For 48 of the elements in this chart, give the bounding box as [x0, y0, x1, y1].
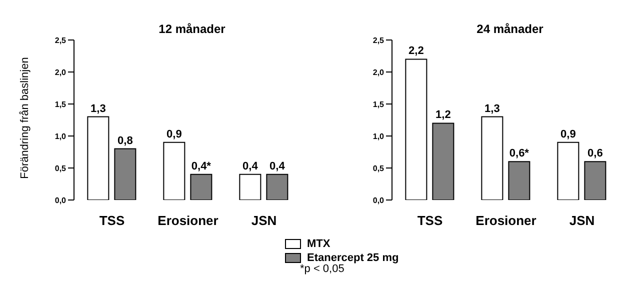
data-label: 0,9 — [560, 128, 576, 140]
y-tick-label: 0,5 — [372, 164, 385, 173]
x-tick-label: JSN — [251, 213, 277, 228]
x-tick-label: TSS — [417, 213, 443, 228]
data-label: 0,4* — [191, 160, 212, 172]
y-tick-label: 1,0 — [54, 132, 67, 141]
data-label: 0,6 — [588, 148, 603, 160]
y-tick-label: 1,5 — [54, 100, 67, 109]
bar — [481, 116, 504, 200]
data-label: 1,3 — [484, 102, 500, 115]
x-tick-label: Erosioner — [158, 213, 218, 228]
bar — [266, 174, 288, 200]
data-label: 1,3 — [90, 102, 106, 115]
bar — [239, 174, 262, 200]
y-tick-label: 0,0 — [54, 196, 67, 205]
chart-title: 24 månader — [476, 22, 544, 36]
bar — [190, 174, 212, 200]
x-tick-label: Erosioner — [476, 213, 536, 228]
bar — [508, 161, 530, 200]
legend-label: Etanercept 25 mg — [307, 252, 399, 264]
y-tick-label: 0,5 — [54, 164, 67, 173]
y-axis-title: Förändring från baslinjen — [19, 56, 31, 181]
y-tick-label: 2,5 — [372, 36, 385, 45]
y-tick-label: 0,0 — [372, 196, 385, 205]
data-label: 0,4 — [270, 160, 286, 172]
data-label: 1,2 — [436, 109, 451, 122]
bar — [432, 122, 454, 200]
y-tick-label: 2,0 — [54, 68, 67, 77]
text: *p < 0,05 — [300, 263, 344, 275]
y-tick-label: 1,0 — [372, 132, 385, 141]
x-tick-label: JSN — [569, 213, 595, 228]
data-label: 2,2 — [408, 45, 424, 58]
chart-title: 12 månader — [158, 22, 226, 36]
bar — [163, 142, 186, 200]
legend-label: MTX — [307, 238, 330, 250]
y-tick-label: 2,5 — [54, 36, 67, 45]
y-tick-label: 2,0 — [372, 68, 385, 77]
bar — [405, 58, 428, 200]
x-tick-label: TSS — [99, 213, 125, 228]
data-label: 0,6* — [509, 148, 530, 160]
data-label: 0,9 — [166, 128, 182, 140]
bar — [114, 148, 136, 200]
data-label: 0,8 — [118, 134, 133, 147]
y-tick-label: 1,5 — [372, 100, 385, 109]
data-label: 0,4 — [242, 160, 259, 172]
bar — [584, 161, 606, 200]
bar — [557, 142, 580, 200]
bar — [87, 116, 110, 200]
